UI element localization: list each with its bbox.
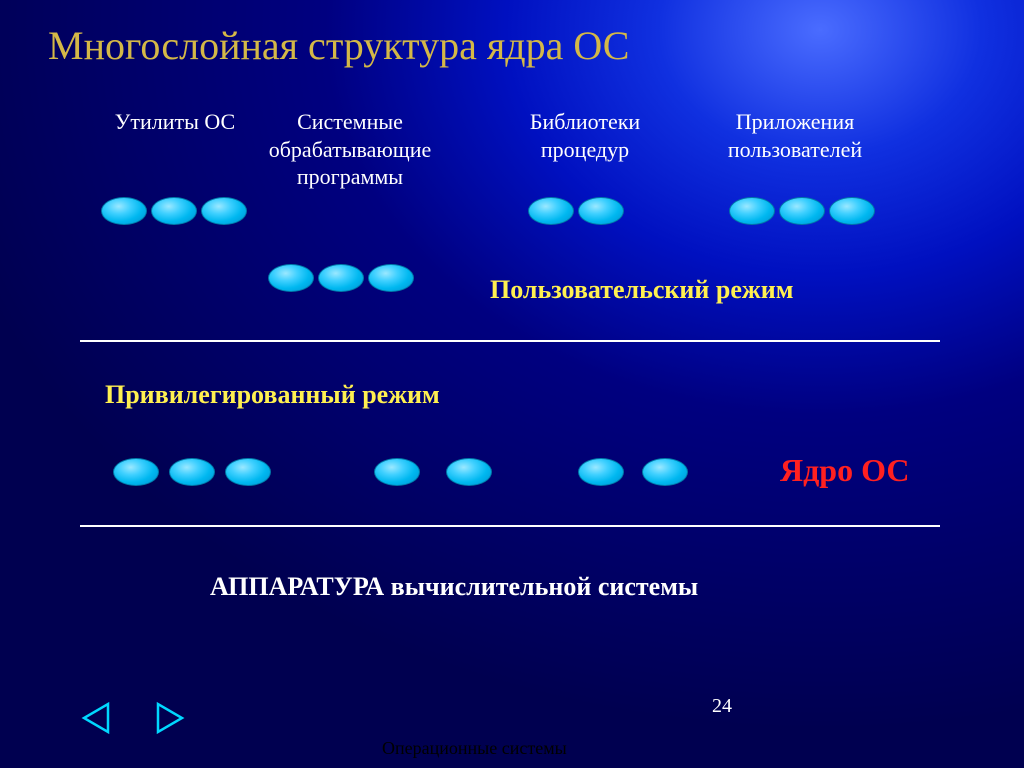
divider-lower <box>80 525 940 527</box>
module-ellipse <box>113 458 159 486</box>
slide-number: 24 <box>712 695 732 718</box>
col-label-system-programs: Системные обрабатывающие программы <box>230 108 470 191</box>
divider-upper <box>80 340 940 342</box>
module-ellipse <box>201 197 247 225</box>
kernel-label: Ядро ОС <box>780 452 909 489</box>
module-ellipse <box>101 197 147 225</box>
arrow-left-icon <box>80 700 116 736</box>
module-ellipse <box>268 264 314 292</box>
module-ellipse <box>829 197 875 225</box>
user-mode-label: Пользовательский режим <box>490 275 793 305</box>
module-ellipse <box>318 264 364 292</box>
module-ellipse <box>169 458 215 486</box>
arrow-right-icon <box>150 700 186 736</box>
col-label-applications: Приложения пользователей <box>695 108 895 163</box>
module-ellipse <box>374 458 420 486</box>
module-ellipse <box>225 458 271 486</box>
footer-text: Операционные системы <box>382 738 567 759</box>
slide-title: Многослойная структура ядра ОС <box>48 22 629 69</box>
module-ellipse <box>729 197 775 225</box>
hardware-label: АППАРАТУРА вычислительной системы <box>210 572 698 602</box>
module-ellipse <box>528 197 574 225</box>
module-ellipse <box>642 458 688 486</box>
module-ellipse <box>578 197 624 225</box>
module-ellipse <box>446 458 492 486</box>
module-ellipse <box>368 264 414 292</box>
prev-button[interactable] <box>78 698 118 738</box>
module-ellipse <box>151 197 197 225</box>
privileged-mode-label: Привилегированный режим <box>105 380 440 410</box>
module-ellipse <box>578 458 624 486</box>
next-button[interactable] <box>148 698 188 738</box>
module-ellipse <box>779 197 825 225</box>
col-label-libraries: Библиотеки процедур <box>495 108 675 163</box>
